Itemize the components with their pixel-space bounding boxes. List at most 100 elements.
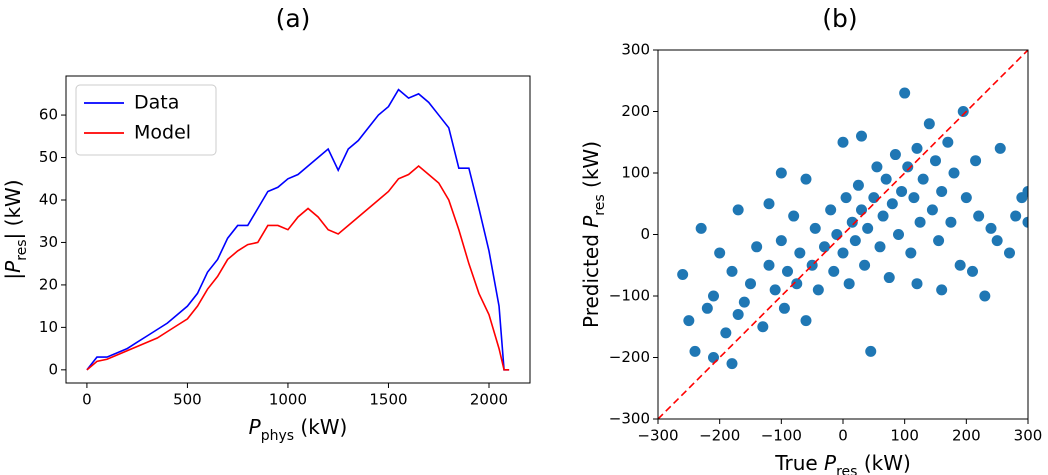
y-tick-label: 50 (39, 148, 58, 166)
scatter-point (936, 284, 948, 296)
scatter-point (856, 130, 867, 142)
scatter-point (763, 198, 775, 210)
y-tick-label: −200 (609, 348, 650, 366)
scatter-point (840, 192, 852, 204)
scatter-point (1010, 210, 1022, 222)
scatter-point (896, 185, 908, 197)
scatter-point (837, 247, 849, 259)
y-axis-label: |Pres| (kW) (1, 179, 31, 279)
scatter-point (954, 259, 966, 271)
scatter-point (757, 321, 769, 333)
x-axis-label: True Pres (kW) (774, 451, 911, 475)
scatter-point (809, 222, 821, 234)
scatter-point (782, 265, 793, 277)
label-part: res (592, 194, 608, 215)
label-part: | (kW) (1, 179, 25, 239)
scatter-point (926, 204, 938, 216)
chart-title: (a) (276, 4, 311, 33)
label-part: P (249, 415, 262, 439)
scatter-point (763, 259, 775, 271)
scatter-point (843, 278, 855, 290)
label-part: res (836, 464, 857, 475)
scatter-point (914, 216, 926, 228)
scatter-point (695, 222, 707, 234)
plot-area (86, 88, 510, 371)
x-tick-label: −300 (637, 427, 678, 445)
y-tick-label: −100 (609, 287, 650, 305)
scatter-point (933, 235, 945, 247)
scatter-point (911, 142, 923, 154)
x-tick-label: 1000 (269, 391, 307, 409)
scatter-point (948, 167, 960, 179)
label-part: (kW) (579, 141, 603, 194)
x-tick-label: 1500 (369, 391, 407, 409)
label-part: P (1, 260, 25, 273)
scatter-point (800, 173, 812, 185)
scatter-point (794, 247, 806, 259)
label-part: (kW) (294, 415, 347, 439)
scatter-point (886, 198, 898, 210)
scatter-point (1022, 216, 1028, 228)
x-axis-label: Pphys (kW) (249, 415, 348, 445)
label-part: P (579, 215, 603, 228)
y-tick-label: 60 (39, 106, 58, 124)
scatter-point (788, 210, 800, 222)
scatter-point (973, 210, 985, 222)
y-tick-label: 40 (39, 190, 58, 208)
scatter-point (708, 290, 719, 302)
plot-frame (657, 49, 1029, 420)
scatter-point (775, 235, 787, 247)
scatter-point (769, 284, 781, 296)
y-tick-label: 300 (621, 41, 650, 59)
scatter-point (899, 87, 911, 99)
scatter-point (862, 222, 874, 234)
scatter-point (911, 278, 923, 290)
scatter-point (778, 302, 790, 314)
label-part: True (774, 451, 824, 475)
scatter-point (942, 136, 954, 148)
scatter-point (868, 192, 880, 204)
scatter-point (738, 296, 750, 308)
scatter-point (819, 241, 830, 253)
label-part: (kW) (857, 451, 910, 475)
label-part: phys (261, 428, 294, 444)
y-tick-label: 100 (621, 164, 650, 182)
plot-frame (65, 75, 531, 384)
scatter-point (849, 235, 861, 247)
y-tick-label: 0 (48, 360, 58, 378)
y-axis-label: Predicted Pres (kW) (579, 141, 609, 328)
x-tick-label: 500 (173, 391, 202, 409)
y-tick-label: −300 (609, 410, 650, 428)
scatter-point (871, 161, 883, 173)
y-tick-label: 0 (640, 225, 650, 243)
label-part: | (1, 273, 25, 280)
label-part: P (824, 451, 837, 475)
scatter-point (775, 167, 787, 179)
label-part: res (14, 239, 30, 260)
reference-line (658, 50, 1028, 419)
y-tick-label: 200 (621, 102, 650, 120)
x-tick-label: −200 (699, 427, 740, 445)
scatter-point (908, 192, 920, 204)
scatter-point (957, 106, 969, 117)
scatter-point (905, 247, 917, 259)
scatter-point (883, 272, 895, 284)
scatter-point (979, 290, 991, 302)
scatter-point (726, 265, 738, 277)
scatter-point (994, 142, 1006, 154)
scatter-point (945, 216, 957, 228)
scatter-point (893, 229, 904, 240)
scatter-point (726, 358, 738, 370)
scatter-point (837, 136, 849, 148)
scatter-point (828, 265, 840, 277)
x-tick-label: −100 (761, 427, 802, 445)
legend-label: Data (134, 92, 179, 114)
scatter-point (874, 241, 886, 253)
x-tick-label: 2000 (470, 391, 508, 409)
scatter-point (902, 161, 914, 173)
scatter-point (683, 315, 695, 327)
scatter-point (960, 192, 972, 204)
scatter-point (677, 268, 689, 280)
y-tick-label: 30 (39, 233, 58, 251)
